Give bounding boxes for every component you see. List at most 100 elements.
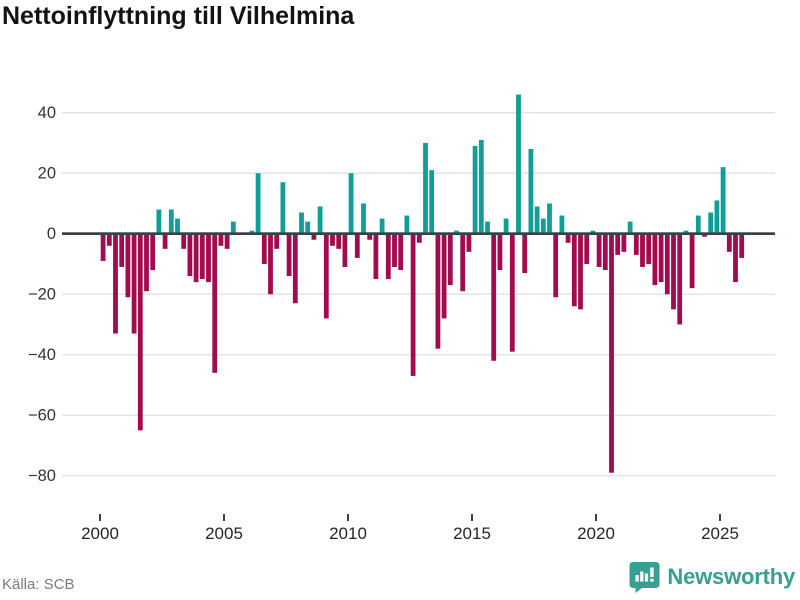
bar [720,167,726,234]
logo-bar-1 [635,575,640,582]
bar [658,233,664,283]
bar [615,233,621,255]
bar [571,233,577,307]
bar [199,233,205,280]
y-axis-tick-label: 0 [47,225,56,243]
bar [181,233,187,249]
bar [206,233,211,283]
bubble-shape [629,562,660,593]
bar [739,233,745,258]
bar [689,233,695,289]
bar [137,233,143,431]
bar [261,233,267,264]
x-axis-tick-label: 2015 [453,524,491,543]
bar [119,233,125,267]
newsworthy-bubble-icon [629,562,660,593]
y-axis-tick-label: −40 [28,346,56,364]
y-axis-tick-label: 40 [38,104,56,122]
bar [695,215,701,234]
bar [640,233,645,267]
newsworthy-logo: Newsworthy [629,560,795,594]
bar [534,206,540,234]
bar [187,233,193,277]
x-axis-tick-label: 2005 [205,524,243,543]
bar [547,203,552,234]
bar [268,233,273,295]
bar [423,142,428,234]
bar [516,94,521,234]
bar [559,215,565,234]
bar [323,233,329,319]
bar [540,218,546,234]
bar [602,233,608,271]
x-axis-tick-label: 2025 [701,524,739,543]
y-axis-tick-label: −80 [28,467,56,485]
bar [193,233,199,283]
bar [305,221,311,234]
bar [156,209,162,234]
bar [565,233,571,243]
x-axis-tick-label: 2020 [577,524,615,543]
bar [218,233,224,246]
bar [646,233,652,264]
bar [299,212,304,234]
bar [249,230,255,234]
bar [478,139,484,234]
bar [398,233,404,271]
bar [385,233,391,280]
bar [528,148,534,234]
bar [144,233,149,292]
bar [416,233,422,243]
bar [342,233,348,267]
bar [553,233,559,298]
bar [435,233,441,349]
bar [460,233,466,292]
bar [472,145,478,234]
bar [255,173,261,234]
bar [726,233,732,252]
bar [292,233,298,304]
bar [677,233,683,325]
logo-exclamation-dot [650,578,655,582]
bar [410,233,416,376]
bar [702,233,707,237]
bar [683,230,689,234]
brand-name: Newsworthy [667,564,795,589]
bar [466,233,472,252]
y-axis-tick-label: −60 [28,407,56,425]
bar [596,233,602,267]
bar [330,233,335,246]
bar [367,233,373,240]
bar [503,218,509,234]
bar [274,233,280,249]
bar [125,233,131,298]
x-axis-tick-label: 2010 [329,524,367,543]
bar [162,233,168,249]
bar [454,230,459,234]
logo-bar-2 [640,571,644,582]
bar [280,182,286,234]
bar [317,206,323,234]
bar [671,233,676,310]
bar [664,233,670,295]
bar-chart-canvas: 40 20 0 −20 −40 −60 −80 2000 2005 2010 2015 2020 202… [28,94,775,543]
source-caption: Källa: SCB [2,576,75,593]
bar [224,233,230,249]
bar [175,218,180,234]
bar [168,209,174,234]
bar [733,233,738,283]
bar [522,233,528,274]
bar [491,233,497,361]
bar [633,233,639,255]
bar [336,233,342,249]
bar [621,233,627,252]
bar [627,221,633,234]
y-axis-tick-label: 20 [38,165,56,183]
bar [447,233,453,286]
bar [354,233,360,258]
bar [590,230,596,234]
bar [485,221,490,234]
bar [441,233,447,319]
x-axis-tick-label: 2000 [81,524,119,543]
bar [212,233,218,373]
